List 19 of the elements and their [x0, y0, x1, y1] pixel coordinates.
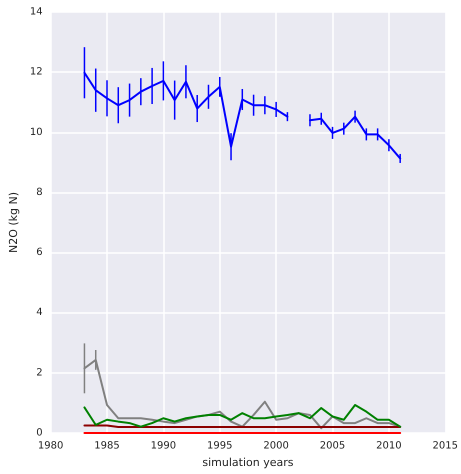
- x-axis-title: simulation years: [202, 456, 294, 469]
- y-tick-label: 4: [36, 307, 43, 318]
- x-tick-label: 1995: [207, 440, 232, 452]
- x-tick-label: 2015: [432, 440, 458, 452]
- x-tick-label: 1985: [94, 440, 120, 452]
- y-tick-label: 12: [30, 66, 43, 78]
- y-tick-label: 2: [36, 367, 43, 378]
- y-tick-label: 10: [30, 126, 43, 138]
- x-tick-label: 1980: [38, 440, 64, 452]
- y-tick-label: 6: [36, 247, 43, 258]
- y-axis-title: N2O (kg N): [7, 192, 20, 254]
- line-series: [83, 404, 402, 428]
- x-tick-label: 2010: [376, 440, 402, 452]
- x-tick-label: 1990: [150, 440, 176, 452]
- y-tick-label: 0: [36, 428, 43, 438]
- x-tick-label: 2005: [320, 440, 346, 452]
- x-tick-label: 2000: [263, 440, 289, 452]
- y-tick-label: 8: [36, 186, 43, 198]
- y-tick-label: 14: [30, 6, 43, 18]
